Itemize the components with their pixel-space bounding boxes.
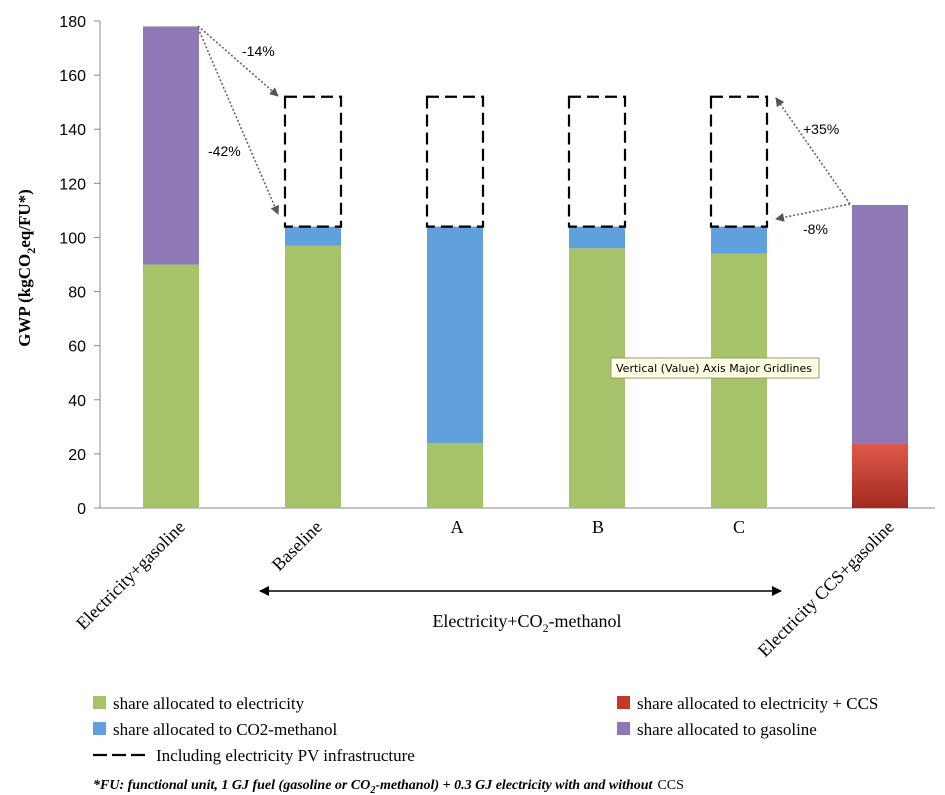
bar-group	[143, 26, 908, 509]
y-tick-label: 140	[59, 122, 86, 139]
y-tick-label: 160	[59, 68, 86, 85]
legend-label-gasoline: share allocated to gasoline	[637, 720, 817, 739]
group-label: Electricity+CO2-methanol	[432, 611, 621, 635]
pv-infrastructure-boxes	[283, 95, 769, 228]
y-tick-label: 100	[59, 230, 86, 247]
y-tick-label: 40	[68, 393, 86, 410]
bar-segment	[427, 443, 483, 508]
bar-segment	[569, 226, 625, 249]
arrow-14	[197, 25, 279, 97]
category-label: Electricity+gasoline	[72, 517, 189, 634]
y-tick-label: 120	[59, 176, 86, 193]
legend-label-methanol: share allocated to CO2-methanol	[113, 720, 338, 739]
legend-label-electricity: share allocated to electricity	[113, 694, 305, 713]
annotation-minus-8: -8%	[803, 221, 828, 237]
legend-swatch-electricity	[93, 696, 106, 709]
legend-swatch-methanol	[93, 722, 106, 735]
arrow-8	[775, 203, 851, 222]
pv-infrastructure-box	[709, 95, 769, 228]
gridline-tooltip: Vertical (Value) Axis Major Gridlines	[610, 357, 820, 379]
y-tick-label: 80	[68, 285, 86, 302]
bar-segment	[427, 226, 483, 444]
legend: share allocated to electricity share all…	[93, 694, 878, 765]
category-label: B	[592, 517, 604, 537]
arrow-35	[775, 97, 851, 205]
category-label: Electricity CCS+gasoline	[754, 517, 898, 661]
bar-segment	[143, 264, 199, 508]
annotation-minus-14: -14%	[242, 43, 275, 59]
y-tick-label: 20	[68, 447, 86, 464]
y-tick-label: 60	[68, 339, 86, 356]
legend-label-pv: Including electricity PV infrastructure	[156, 746, 415, 765]
bar-segment	[711, 253, 767, 508]
legend-label-ccs: share allocated to electricity + CCS	[637, 694, 878, 713]
footnote: *FU: functional unit, 1 GJ fuel (gasolin…	[93, 778, 684, 795]
category-label: Baseline	[268, 517, 326, 575]
legend-swatch-gasoline	[617, 722, 630, 735]
bar-segment	[143, 26, 199, 265]
category-label: C	[733, 517, 745, 537]
annotation-plus-35: +35%	[803, 121, 839, 137]
y-axis-label: GWP (kgCO2eq/FU*)	[15, 189, 38, 347]
pv-infrastructure-box	[425, 95, 485, 228]
comparison-arrows	[197, 25, 851, 222]
y-tick-label: 180	[59, 14, 86, 31]
pv-infrastructure-box	[567, 95, 627, 228]
annotation-minus-42: -42%	[208, 143, 241, 159]
category-labels: Electricity+gasoline Baseline A B C Electrici…	[72, 517, 898, 661]
y-tick-label: 0	[77, 501, 86, 518]
legend-swatch-ccs	[617, 696, 630, 709]
bar-segment	[285, 245, 341, 509]
bar-segment	[711, 226, 767, 254]
category-label: A	[451, 517, 464, 537]
y-axis-ticks: 0 20 40 60 80 100 120 140 160 180	[59, 14, 100, 518]
pv-infrastructure-box	[283, 95, 343, 228]
bar-segment	[285, 226, 341, 246]
arrow-42	[197, 27, 279, 215]
svg-text:Vertical (Value) Axis Major Gr: Vertical (Value) Axis Major Gridlines	[616, 362, 812, 375]
bar-segment	[852, 443, 908, 508]
bar-segment	[852, 204, 908, 444]
